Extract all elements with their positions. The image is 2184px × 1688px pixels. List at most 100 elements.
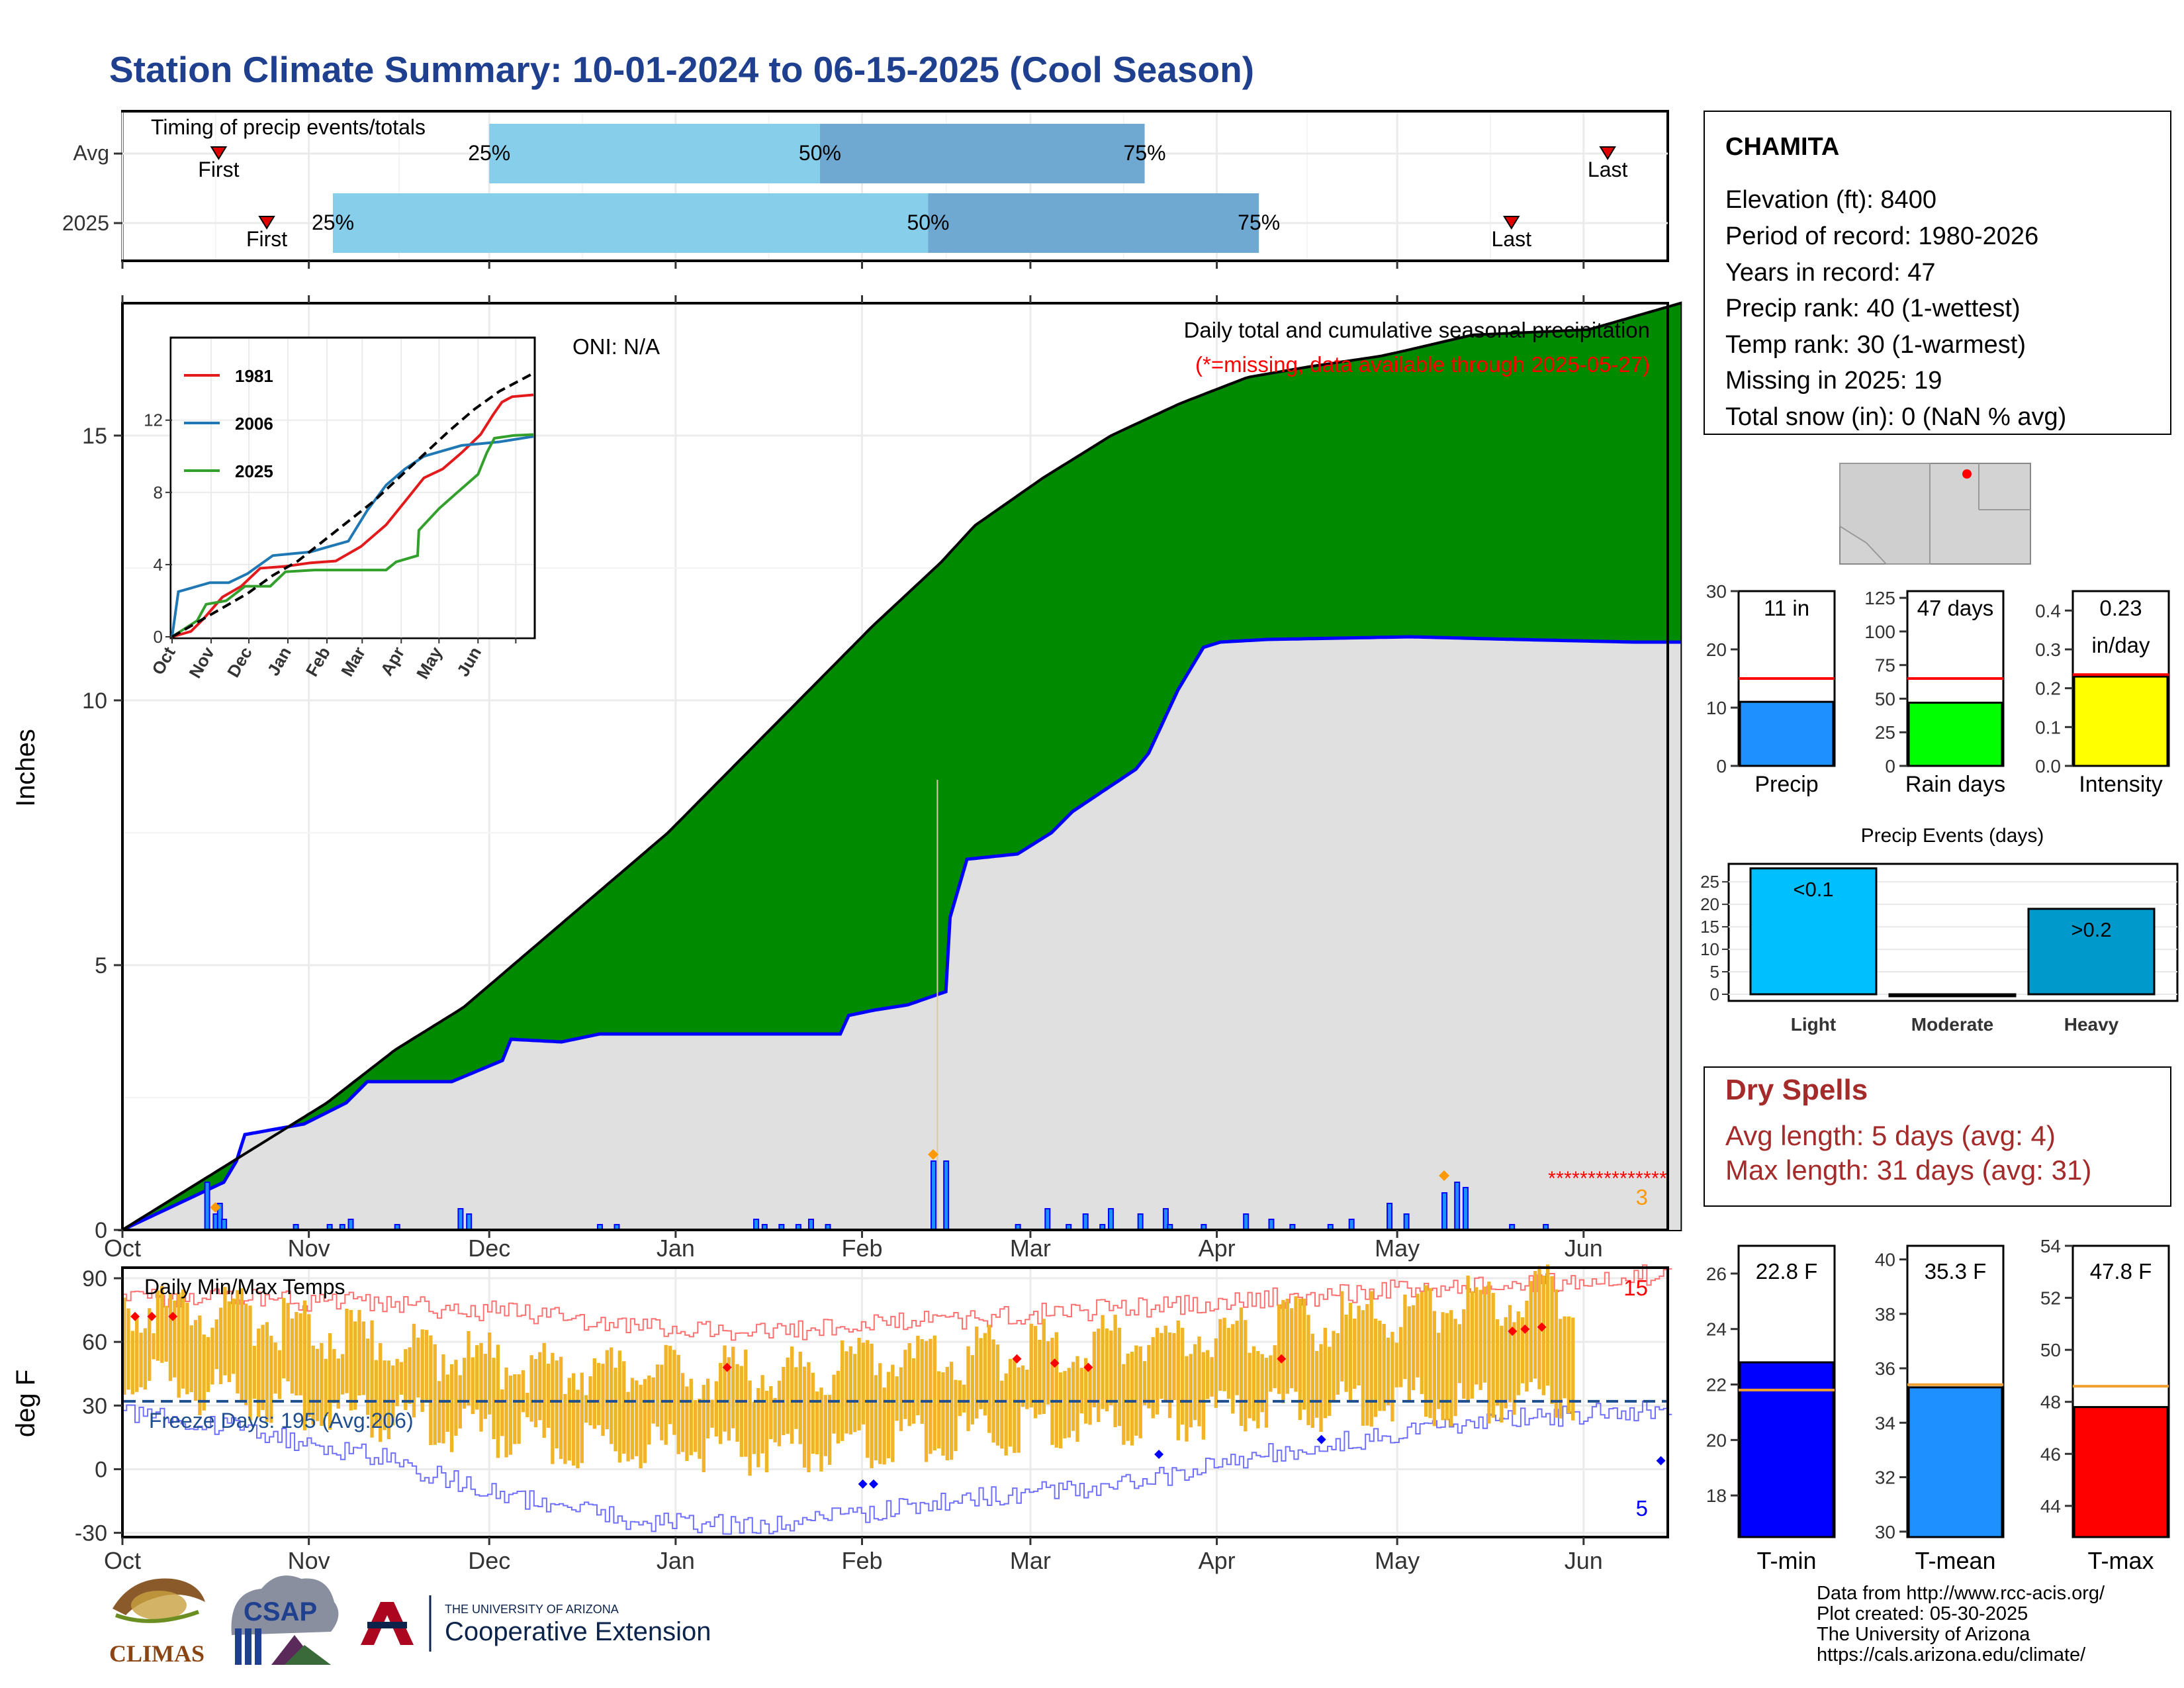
record-low-marker bbox=[869, 1479, 879, 1489]
daily-temp-bar bbox=[521, 1370, 525, 1413]
daily-temp-bar bbox=[635, 1380, 639, 1456]
missing-data-marker: * bbox=[1596, 1168, 1604, 1190]
daily-temp-bar bbox=[815, 1391, 819, 1455]
daily-temp-bar bbox=[1134, 1345, 1138, 1436]
daily-temp-bar bbox=[1369, 1291, 1373, 1427]
daily-temp-bar bbox=[1260, 1354, 1264, 1413]
dry-spells-box: Dry Spells Avg length: 5 days (avg: 4) M… bbox=[1704, 1066, 2171, 1207]
daily-precip-bar bbox=[1387, 1203, 1393, 1231]
daily-temp-bar bbox=[874, 1375, 878, 1461]
missing-data-marker: * bbox=[1588, 1168, 1596, 1190]
daily-temp-bar bbox=[143, 1328, 148, 1390]
daily-temp-bar bbox=[148, 1308, 152, 1381]
temp-y-label: deg F bbox=[11, 1370, 40, 1437]
daily-temp-bar bbox=[1310, 1333, 1315, 1429]
mini-bar-y-tick-label: 25 bbox=[1875, 722, 1895, 743]
daily-temp-bar bbox=[533, 1359, 538, 1428]
events-category-label: Heavy bbox=[2064, 1014, 2119, 1035]
precip-x-tick-label: Jan bbox=[657, 1235, 695, 1262]
daily-temp-bar bbox=[1147, 1344, 1151, 1409]
daily-temp-bar bbox=[664, 1344, 668, 1445]
daily-temp-bar bbox=[1180, 1327, 1185, 1425]
daily-temp-bar bbox=[454, 1360, 458, 1436]
timing-label-50: 50% bbox=[799, 141, 841, 165]
station-line-precip-rank: Precip rank: 40 (1-wettest) bbox=[1725, 295, 2021, 322]
daily-temp-bar bbox=[1176, 1320, 1180, 1440]
daily-temp-bar bbox=[1571, 1317, 1575, 1421]
daily-temp-bar bbox=[571, 1373, 576, 1466]
daily-temp-bar bbox=[462, 1358, 467, 1409]
station-line-years: Years in record: 47 bbox=[1725, 259, 1936, 287]
daily-temp-bar bbox=[617, 1350, 622, 1463]
missing-data-marker: * bbox=[1564, 1168, 1572, 1190]
daily-temp-bar bbox=[1273, 1345, 1277, 1389]
mini-bar-y-tick-label: 10 bbox=[1706, 698, 1727, 718]
temp-summary-y-tick-label: 36 bbox=[1875, 1358, 1895, 1379]
temp-title: Daily Min/Max Temps bbox=[144, 1275, 345, 1299]
daily-temp-bar bbox=[693, 1400, 698, 1452]
mini-bar-y-tick-label: 20 bbox=[1706, 639, 1727, 660]
mini-bar-category-label: Rain days bbox=[1905, 772, 2005, 797]
daily-temp-bar bbox=[920, 1339, 924, 1424]
events-category-label: Light bbox=[1791, 1014, 1836, 1035]
daily-temp-bar bbox=[168, 1293, 173, 1382]
daily-temp-bar bbox=[567, 1378, 571, 1461]
mini-bar-y-tick-label: 0 bbox=[1716, 756, 1727, 776]
daily-temp-bar bbox=[832, 1374, 836, 1434]
record-high-marker bbox=[1520, 1324, 1530, 1334]
precip-y-tick-label: 0 bbox=[95, 1218, 107, 1243]
daily-temp-bar bbox=[366, 1338, 370, 1415]
daily-temp-bar bbox=[1235, 1321, 1239, 1395]
daily-precip-bar bbox=[457, 1208, 464, 1231]
daily-temp-bar bbox=[475, 1345, 479, 1410]
daily-temp-bar bbox=[643, 1379, 647, 1464]
daily-temp-bar bbox=[1092, 1331, 1097, 1408]
daily-temp-bar bbox=[244, 1303, 248, 1405]
mini-bar-value bbox=[2073, 675, 2169, 767]
daily-temp-bar bbox=[517, 1374, 521, 1444]
daily-temp-bar bbox=[714, 1381, 719, 1436]
record-high-marker bbox=[1508, 1327, 1518, 1336]
daily-temp-bar bbox=[975, 1327, 979, 1419]
daily-temp-bar bbox=[668, 1346, 672, 1425]
daily-temp-bar bbox=[1386, 1337, 1390, 1405]
daily-temp-bar bbox=[827, 1395, 832, 1465]
daily-temp-bar bbox=[844, 1351, 848, 1434]
daily-temp-bar bbox=[710, 1399, 714, 1428]
daily-precip-bar bbox=[1107, 1208, 1114, 1231]
daily-temp-bar bbox=[705, 1378, 710, 1438]
daily-temp-bar bbox=[592, 1358, 596, 1429]
daily-temp-bar bbox=[1201, 1352, 1206, 1440]
daily-temp-bar bbox=[1332, 1331, 1336, 1401]
daily-temp-bar bbox=[1361, 1310, 1365, 1426]
events-y-tick-label: 10 bbox=[1700, 939, 1719, 959]
daily-temp-bar bbox=[786, 1357, 790, 1434]
daily-temp-bar bbox=[1357, 1305, 1361, 1385]
events-y-tick-label: 0 bbox=[1710, 984, 1719, 1004]
daily-temp-bar bbox=[987, 1325, 991, 1433]
dry-spells-avg: Avg length: 5 days (avg: 4) bbox=[1725, 1120, 2056, 1151]
daily-temp-bar bbox=[1462, 1309, 1466, 1399]
events-category-label: Moderate bbox=[1911, 1014, 1993, 1035]
inset-series-1981 bbox=[171, 393, 534, 638]
daily-temp-bar bbox=[408, 1347, 412, 1404]
daily-temp-bar bbox=[584, 1395, 588, 1423]
temp-summary-y-tick-label: 24 bbox=[1706, 1319, 1727, 1340]
inset-y-tick-label: 0 bbox=[154, 627, 163, 647]
daily-temp-bar bbox=[1504, 1317, 1508, 1409]
daily-temp-bar bbox=[929, 1338, 933, 1454]
temp-summary-y-tick-label: 50 bbox=[2040, 1340, 2061, 1360]
temp-summary-bar bbox=[1907, 1386, 2003, 1538]
daily-temp-bar bbox=[1445, 1313, 1449, 1421]
temp-y-tick-label: -30 bbox=[75, 1521, 107, 1546]
daily-temp-bar bbox=[1470, 1291, 1475, 1399]
temp-y-tick-label: 0 bbox=[95, 1457, 107, 1482]
daily-temp-bar bbox=[529, 1355, 533, 1422]
daily-temp-bar bbox=[1441, 1312, 1445, 1421]
precip-x-tick-label: Mar bbox=[1010, 1235, 1051, 1262]
daily-temp-bar bbox=[1500, 1325, 1504, 1423]
daily-temp-bar bbox=[311, 1345, 315, 1425]
daily-precip-bar bbox=[1044, 1208, 1051, 1231]
daily-temp-bar bbox=[1482, 1286, 1487, 1383]
